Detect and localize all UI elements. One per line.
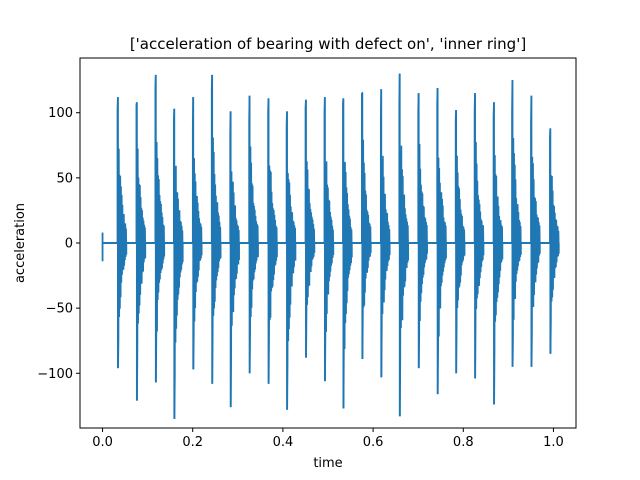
y-tick-label: 50: [56, 171, 73, 186]
y-tick-label: 100: [48, 106, 73, 121]
x-tick-label: 0.4: [273, 435, 294, 450]
signal-layer: [101, 73, 560, 419]
x-tick-label: 1.0: [543, 435, 564, 450]
plot-frame: [79, 57, 577, 429]
y-tick-label: −50: [46, 302, 73, 317]
x-tick-label: 0.2: [182, 435, 203, 450]
chart-title: ['acceleration of bearing with defect on…: [130, 35, 526, 53]
y-axis-ticks: −100 −50 0 50 100: [37, 106, 80, 382]
x-tick-label: 0.8: [453, 435, 474, 450]
x-axis-ticks: 0.0 0.2 0.4 0.6 0.8 1.0: [92, 428, 564, 450]
x-tick-label: 0.6: [363, 435, 384, 450]
x-axis-label: time: [313, 456, 342, 471]
y-tick-label: −100: [37, 367, 73, 382]
y-tick-label: 0: [65, 237, 73, 252]
y-axis-label: acceleration: [13, 203, 28, 283]
x-tick-label: 0.0: [92, 435, 113, 450]
